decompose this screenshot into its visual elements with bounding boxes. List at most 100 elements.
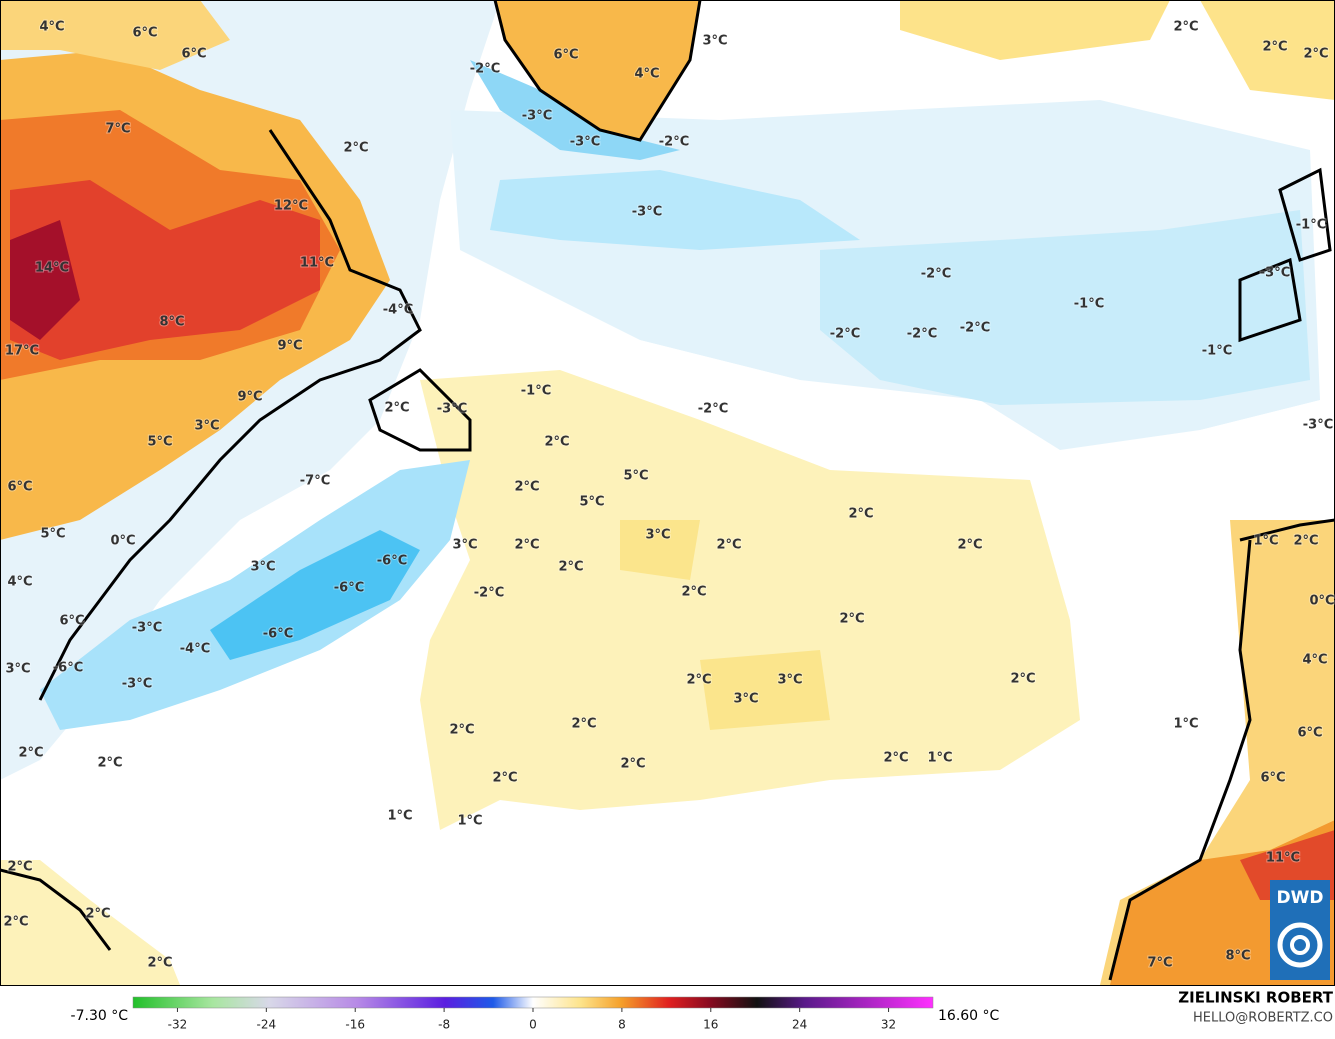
- temperature-label: 3°C: [194, 419, 219, 434]
- temperature-label: 2°C: [544, 435, 569, 450]
- temperature-label: -6°C: [334, 581, 364, 596]
- temperature-label: 5°C: [40, 527, 65, 542]
- temperature-label: 2°C: [1293, 534, 1318, 549]
- temperature-label: 5°C: [579, 495, 604, 510]
- temperature-label: 3°C: [702, 34, 727, 49]
- colorbar-tick-label: 24: [792, 1018, 807, 1032]
- temperature-label: -4°C: [180, 642, 210, 657]
- temperature-label: -1°C: [521, 384, 551, 399]
- temperature-label: 6°C: [132, 26, 157, 41]
- temperature-label: 8°C: [159, 315, 184, 330]
- author: ZIELINSKI ROBERT: [1178, 989, 1333, 1007]
- temperature-label: 1°C: [927, 751, 952, 766]
- temperature-label: -1°C: [1202, 344, 1232, 359]
- temperature-label: 0°C: [110, 534, 135, 549]
- temperature-label: 6°C: [59, 614, 84, 629]
- temperature-label: -6°C: [263, 627, 293, 642]
- temperature-label: -2°C: [921, 267, 951, 282]
- temperature-label: 0°C: [1309, 594, 1334, 609]
- temperature-label: 2°C: [839, 612, 864, 627]
- dwd-logo: DWD: [1270, 880, 1330, 980]
- temperature-label: 2°C: [514, 538, 539, 553]
- temperature-label: 2°C: [343, 141, 368, 156]
- temperature-label: 1°C: [457, 814, 482, 829]
- colorbar-tick-label: 32: [881, 1018, 896, 1032]
- temperature-label: 1°C: [387, 809, 412, 824]
- temperature-label: -1°C: [1296, 218, 1326, 233]
- temperature-label: -3°C: [122, 677, 152, 692]
- temperature-label: 3°C: [777, 673, 802, 688]
- temperature-label: 2°C: [571, 717, 596, 732]
- temperature-label: 2°C: [97, 756, 122, 771]
- temperature-label: -2°C: [830, 327, 860, 342]
- map: [0, 0, 1335, 986]
- temperature-label: 2°C: [1173, 20, 1198, 35]
- temperature-label: 6°C: [1260, 771, 1285, 786]
- temperature-label: 2°C: [883, 751, 908, 766]
- colorbar-max-label: 16.60 °C: [938, 1008, 1000, 1024]
- temperature-label: -3°C: [132, 621, 162, 636]
- temperature-label: 6°C: [181, 47, 206, 62]
- temperature-label: 2°C: [620, 757, 645, 772]
- temperature-label: 4°C: [7, 575, 32, 590]
- temperature-label: 4°C: [1302, 653, 1327, 668]
- temperature-label: -3°C: [522, 109, 552, 124]
- colorbar-tick-label: 0: [529, 1018, 537, 1032]
- temperature-label: -1°C: [1074, 297, 1104, 312]
- temperature-label: -2°C: [659, 135, 689, 150]
- colorbar-tick-label: -24: [257, 1018, 277, 1032]
- colorbar-tick-label: -16: [345, 1018, 365, 1032]
- temperature-label: 5°C: [147, 435, 172, 450]
- colorbar-tick-label: 16: [703, 1018, 718, 1032]
- temperature-label: 2°C: [384, 401, 409, 416]
- temperature-label: 9°C: [277, 339, 302, 354]
- temperature-label: -3°C: [632, 205, 662, 220]
- temperature-label: 2°C: [558, 560, 583, 575]
- contact: HELLO@ROBERTZ.CO: [1193, 1011, 1333, 1026]
- temperature-label: 9°C: [237, 390, 262, 405]
- temperature-label: 3°C: [733, 692, 758, 707]
- coastlines: [0, 0, 1335, 981]
- temperature-label: 2°C: [85, 907, 110, 922]
- temperature-label: -7°C: [300, 474, 330, 489]
- temperature-label: 5°C: [623, 469, 648, 484]
- temperature-label: 17°C: [5, 344, 39, 359]
- temperature-label: -2°C: [474, 586, 504, 601]
- temperature-label: 7°C: [1147, 956, 1172, 971]
- map-labels: 4°C 6°C 6°C 7°C 2°C 12°C 11°C 14°C 8°C 9°C 17°C -4°…: [2, 19, 1335, 972]
- colorbar: [132, 996, 934, 1009]
- temperature-label: -3°C: [1303, 418, 1333, 433]
- temperature-label: 4°C: [634, 67, 659, 82]
- temperature-label: -6°C: [53, 661, 83, 676]
- temperature-label: 3°C: [250, 560, 275, 575]
- temperature-label: 3°C: [452, 538, 477, 553]
- temperature-label: -3°C: [437, 402, 467, 417]
- temperature-label: 2°C: [1303, 47, 1328, 62]
- colorbar-tick-label: 8: [618, 1018, 626, 1032]
- temperature-label: -2°C: [960, 321, 990, 336]
- temperature-label: 11°C: [1266, 851, 1300, 866]
- temperature-label: 2°C: [3, 915, 28, 930]
- temperature-label: 6°C: [553, 48, 578, 63]
- colorbar-ticks: -32 -24 -16 -8 0 8 16 24 32: [168, 1008, 896, 1032]
- temperature-label: -4°C: [383, 303, 413, 318]
- temperature-label: 11°C: [300, 256, 334, 271]
- temperature-label: 2°C: [686, 673, 711, 688]
- temperature-label: 2°C: [1010, 672, 1035, 687]
- colorbar-min-label: -7.30 °C: [71, 1008, 129, 1024]
- temperature-label: 3°C: [5, 662, 30, 677]
- temperature-label: 14°C: [35, 261, 69, 276]
- temperature-label: 7°C: [105, 122, 130, 137]
- temperature-label: -2°C: [698, 402, 728, 417]
- temperature-label: 1°C: [1173, 717, 1198, 732]
- temperature-label: -2°C: [470, 62, 500, 77]
- temperature-label: 2°C: [147, 956, 172, 971]
- colorbar-tick-label: -8: [438, 1018, 450, 1032]
- temperature-label: 1°C: [1253, 534, 1278, 549]
- temperature-label: 2°C: [1262, 40, 1287, 55]
- temperature-label: 2°C: [957, 538, 982, 553]
- temperature-label: 8°C: [1225, 949, 1250, 964]
- temperature-label: 2°C: [681, 585, 706, 600]
- temperature-label: 2°C: [716, 538, 741, 553]
